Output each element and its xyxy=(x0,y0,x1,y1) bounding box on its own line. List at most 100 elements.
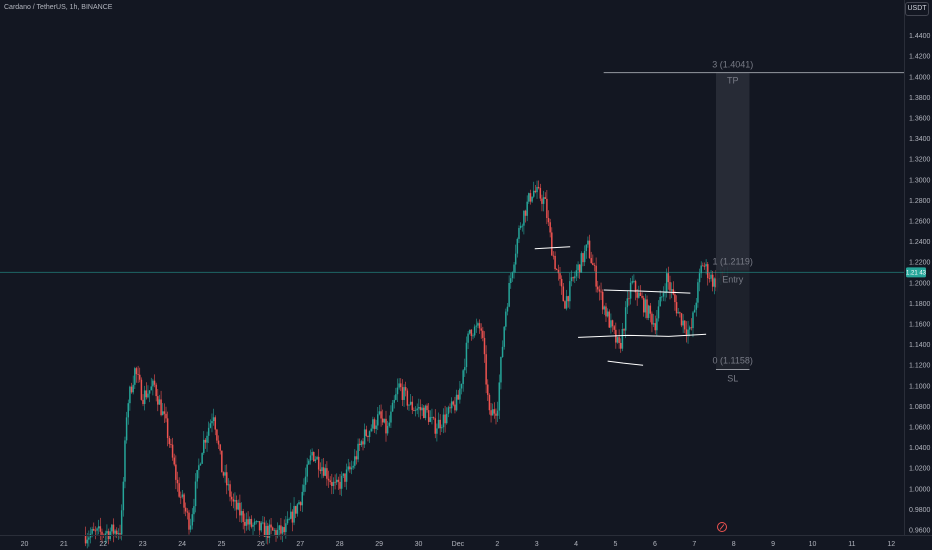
candle-body xyxy=(567,296,569,302)
candle-body xyxy=(390,411,392,423)
candle-body xyxy=(116,530,118,535)
candle-body xyxy=(523,210,525,226)
time-axis[interactable]: 20 21 22 23 24 25 26 27 28 29 30 Dec 2 3 4 5 6 7 8 9 10 11 12 xyxy=(0,535,932,549)
candle-body xyxy=(119,533,121,535)
candle-body xyxy=(620,342,622,349)
candle-body xyxy=(711,274,714,287)
candle-body xyxy=(303,484,305,492)
candle-body xyxy=(564,301,566,309)
price-axis[interactable]: 0.9600 0.9800 1.0000 1.0200 1.0400 1.0600 1.08… xyxy=(904,0,931,535)
trendline xyxy=(578,333,707,338)
price-tick-label: 1.3600 xyxy=(909,116,931,123)
candle-body xyxy=(291,511,294,523)
time-tick-label: 3 xyxy=(535,541,539,548)
candle-body xyxy=(326,468,328,479)
candle-body xyxy=(429,417,432,422)
candle-body xyxy=(480,328,482,331)
candle-body xyxy=(529,193,532,202)
price-tick-label: 1.3000 xyxy=(909,177,931,184)
candle-body xyxy=(395,394,397,400)
time-tick-label: 25 xyxy=(218,541,226,548)
candle-body xyxy=(455,394,458,411)
time-tick-label: 20 xyxy=(21,541,29,548)
candle-body xyxy=(219,444,221,451)
candle-body xyxy=(549,222,551,233)
time-tick-label: 24 xyxy=(178,541,186,548)
candle-body xyxy=(260,522,262,531)
candle-body xyxy=(221,450,223,473)
candle-body xyxy=(383,418,386,423)
candle-body xyxy=(569,281,571,302)
candle-body xyxy=(88,537,90,540)
position-stop-zone xyxy=(715,270,750,370)
candle-body xyxy=(511,272,514,279)
candle-body xyxy=(290,511,292,519)
candle-body xyxy=(670,289,673,291)
candle-body xyxy=(377,414,379,426)
candle-body xyxy=(580,253,583,273)
candle-body xyxy=(365,429,368,436)
candle-body xyxy=(698,273,701,283)
candle-body xyxy=(294,506,297,514)
candle-body xyxy=(518,227,520,239)
candle-body xyxy=(473,326,476,336)
candle-body xyxy=(608,311,611,328)
candle-body xyxy=(626,298,629,308)
candle-body xyxy=(391,402,394,412)
candle-body xyxy=(403,387,405,400)
position-target-zone xyxy=(715,72,750,271)
candle-body xyxy=(674,294,676,303)
candle-body xyxy=(242,511,244,522)
candle-body xyxy=(317,456,320,470)
candle-body xyxy=(101,531,103,535)
candle-body xyxy=(386,425,389,434)
currency-badge[interactable]: USDT xyxy=(905,2,929,16)
candle-body xyxy=(137,374,139,375)
candle-body xyxy=(690,327,693,329)
candle-body xyxy=(129,386,131,404)
candle-body xyxy=(687,329,689,335)
candle-body xyxy=(652,323,655,325)
candle-body xyxy=(496,410,499,416)
candle-body xyxy=(432,417,435,419)
candle-body xyxy=(664,292,666,293)
candle-body xyxy=(99,526,102,532)
candle-body xyxy=(191,514,194,526)
candle-body xyxy=(677,312,679,314)
candle-body xyxy=(201,453,203,464)
candle-body xyxy=(125,417,128,441)
candle-body xyxy=(672,289,675,295)
candle-body xyxy=(703,265,706,267)
candle-body xyxy=(702,265,704,267)
candle-body xyxy=(551,232,553,256)
candle-body xyxy=(250,518,253,527)
candle-body xyxy=(212,417,215,422)
candle-body xyxy=(667,273,670,283)
timezone-icon[interactable] xyxy=(717,522,727,532)
price-tick-label: 1.3800 xyxy=(909,95,931,102)
time-tick-label: 11 xyxy=(848,541,855,548)
time-tick-label: 30 xyxy=(415,541,423,548)
candle-body xyxy=(572,277,574,279)
candle-body xyxy=(206,435,208,443)
candle-body xyxy=(485,354,487,385)
candle-body xyxy=(170,444,172,445)
candle-body xyxy=(541,198,543,204)
candle-body xyxy=(253,521,256,525)
candle-body xyxy=(143,390,146,405)
time-tick-label: 7 xyxy=(692,541,696,548)
price-tick-label: 0.9800 xyxy=(909,507,931,514)
candle-body xyxy=(349,466,351,470)
candle-body xyxy=(454,404,456,411)
candle-body xyxy=(355,456,358,460)
candle-body xyxy=(314,459,317,462)
candle-body xyxy=(309,455,312,461)
candle-body xyxy=(183,494,185,508)
candle-body xyxy=(267,525,269,538)
current-price-value: 1.21 43 xyxy=(906,271,927,277)
time-tick-label: 21 xyxy=(60,541,68,548)
candle-body xyxy=(467,333,469,343)
candle-body xyxy=(370,428,372,432)
candle-body xyxy=(117,533,120,535)
